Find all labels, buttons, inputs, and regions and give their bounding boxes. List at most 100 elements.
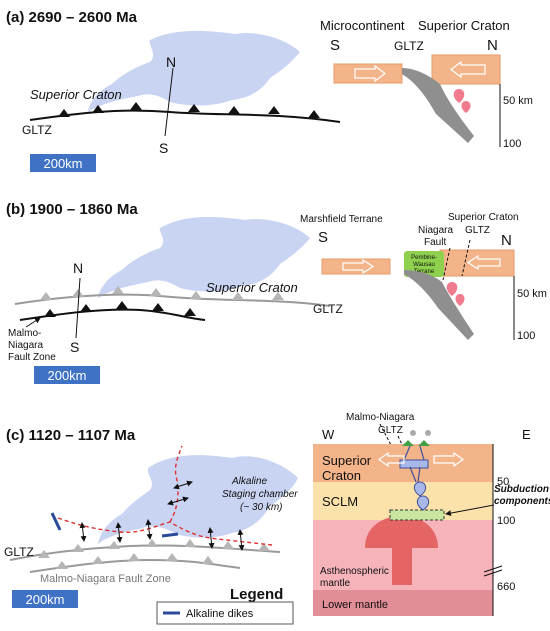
arrow-right-b [342, 258, 375, 275]
niagara-fault-line-b [442, 247, 451, 281]
slab-b [404, 270, 474, 340]
marshfield-plate-b [321, 258, 391, 275]
fault-zone-line3-b: Fault Zone [8, 352, 56, 363]
staging-chamber-c [399, 459, 429, 469]
axis-break-1-c [483, 565, 503, 573]
melt-drop-b1 [446, 282, 458, 296]
scalebar-label-b: 200km [47, 368, 86, 383]
depth-50-b: 50 km [517, 288, 547, 300]
section-south-b: S [318, 229, 328, 246]
section-south-a: S [330, 37, 340, 54]
surface-eruptions-c [402, 440, 430, 446]
magma-conduits-c [403, 445, 425, 483]
crust-arrow-right-c [433, 451, 465, 468]
malmo-fault-line-c [379, 423, 403, 467]
label-gltz-b: GLTZ [313, 302, 343, 316]
superior-plate-a [431, 54, 501, 85]
alkaline-dike-2 [161, 532, 179, 538]
gltz-teeth-c [38, 539, 270, 558]
map-south-a: S [159, 140, 168, 156]
label-astheno-1-c: Asthenospheric [320, 566, 389, 577]
subduction-1-c: Subduction [494, 484, 549, 495]
terrane-line1-b: Pembine- [411, 255, 437, 261]
arrow-left-b [466, 254, 501, 271]
section-north-a: N [487, 37, 498, 54]
label-gltz-a: GLTZ [22, 123, 52, 137]
label-superior-1-c: Superior [322, 453, 372, 468]
subduction-pointer-c [445, 504, 495, 517]
gltz-suture-c [9, 544, 281, 561]
ash-cloud-1-c [410, 430, 416, 436]
scalebar-b [34, 366, 100, 384]
terrane-line3-b: Terrane [414, 269, 435, 275]
magma-drop-c2 [416, 495, 430, 511]
lake-superior-b [98, 217, 310, 298]
label-gltz-c: GLTZ [4, 545, 34, 559]
map-south-b: S [70, 339, 79, 355]
section-niagara-1-b: Niagara [418, 225, 453, 236]
crust-arrow-left-c [377, 451, 405, 468]
extension-arrows-c [79, 480, 245, 551]
alkaline-dike-1 [50, 512, 62, 531]
magma-drop-c1 [413, 481, 427, 497]
mantle-plume-c [365, 516, 438, 585]
fault-zone-line2-b: Niagara [8, 340, 43, 351]
scalebar-a [30, 154, 96, 172]
microcontinent-plate-a [333, 63, 403, 84]
label-superior-craton-a: Superior Craton [30, 87, 122, 102]
legend-title: Legend [230, 586, 283, 603]
arrow-left-a [450, 60, 486, 79]
subduction-2-c: components [494, 496, 550, 507]
depth-100-b: 100 [517, 330, 535, 342]
panel-a-title: (a) 2690 – 2600 Ma [6, 9, 138, 26]
section-gltz-a: GLTZ [394, 39, 424, 53]
scalebar-label-a: 200km [43, 156, 82, 171]
panel-a: (a) 2690 – 2600 Ma N S Superior Craton G… [6, 9, 533, 172]
subduction-box-c [389, 509, 445, 521]
panel-b: (b) 1900 – 1860 Ma N S Superior Craton G… [6, 201, 547, 384]
depth-660-c: 660 [497, 581, 515, 593]
section-malmo-c: Malmo-Niagara [346, 412, 415, 423]
layer-lower-mantle-c [313, 590, 493, 616]
terrane-line2-b: Wausau [413, 262, 435, 268]
midcontinent-rift-c [57, 445, 273, 546]
fault-zone-pointer-b [25, 317, 41, 328]
staging-line2-c: Staging chamber [222, 489, 298, 500]
axis-break-2-c [483, 569, 503, 577]
gltz-suture-a [29, 109, 341, 123]
staging-line3-c: (~ 30 km) [240, 502, 283, 513]
legend-box [156, 601, 294, 625]
gltz-suture-b [14, 293, 331, 307]
fault-zone-line1-b: Malmo- [8, 328, 41, 339]
lake-superior-a [88, 30, 300, 113]
panel-c: (c) 1120 – 1107 Ma Alkaline [4, 412, 550, 625]
gltz-teeth-b [40, 286, 284, 300]
scalebar-c [12, 590, 78, 608]
label-superior-craton-b: Superior Craton [206, 280, 298, 295]
staging-line1-c: Alkaline [231, 476, 267, 487]
scalebar-label-c: 200km [25, 592, 64, 607]
section-line-a [164, 67, 174, 137]
ash-cloud-2-c [425, 430, 431, 436]
section-right-label-a: Superior Craton [418, 18, 510, 33]
label-superior-2-c: Craton [322, 468, 361, 483]
pembine-terrane-b [404, 251, 444, 277]
melt-drop-a2 [461, 101, 471, 113]
section-left-label-a: Microcontinent [320, 18, 405, 33]
section-gltz-b: GLTZ [465, 225, 490, 236]
slab-a [402, 68, 474, 143]
arrow-right-a [354, 64, 386, 83]
section-west-c: W [322, 427, 335, 442]
section-superior-b: Superior Craton [448, 212, 519, 223]
malmo-teeth-c [56, 553, 214, 569]
label-fault-zone-c: Malmo-Niagara Fault Zone [40, 573, 171, 585]
legend-item-label: Alkaline dikes [186, 608, 254, 620]
melt-drop-b2 [455, 294, 465, 306]
section-niagara-2-b: Fault [424, 237, 446, 248]
panel-b-title: (b) 1900 – 1860 Ma [6, 201, 138, 218]
label-sclm-c: SCLM [322, 494, 358, 509]
malmo-teeth-b [44, 301, 196, 317]
panel-c-title: (c) 1120 – 1107 Ma [6, 427, 136, 444]
section-left-label-b: Marshfield Terrane [300, 214, 383, 225]
depth-50-c: 50 [497, 476, 509, 488]
